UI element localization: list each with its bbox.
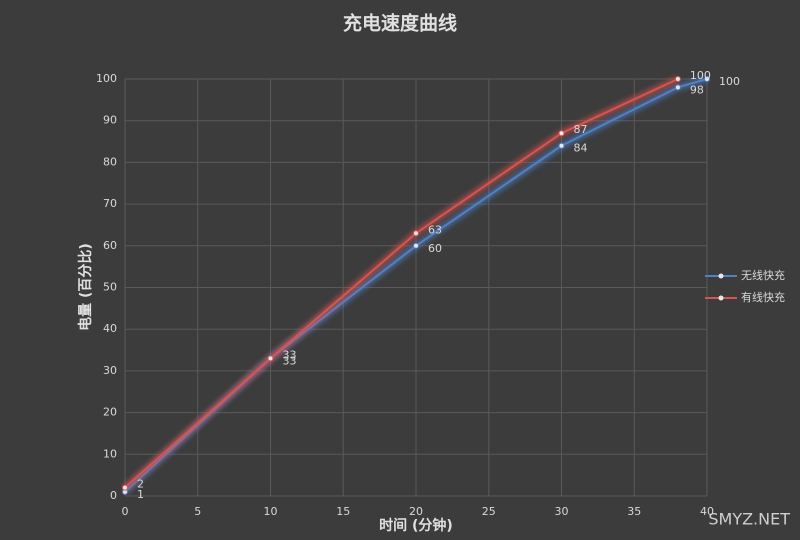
marker: [674, 76, 681, 82]
x-axis-label: 时间 (分钟): [379, 517, 453, 534]
legend-marker: [718, 295, 724, 301]
legend-label: 有线快充: [741, 290, 785, 304]
marker: [122, 484, 128, 491]
data-label: 60: [428, 242, 442, 255]
marker: [558, 142, 565, 149]
data-label: 33: [283, 354, 297, 367]
x-tick-label: 30: [555, 505, 569, 518]
y-tick-label: 20: [103, 406, 117, 419]
y-tick-label: 90: [103, 114, 117, 127]
x-tick-label: 15: [336, 505, 350, 518]
data-label: 33: [283, 348, 297, 361]
marker: [704, 76, 710, 82]
data-label: 63: [428, 223, 442, 236]
data-label: 1: [137, 488, 144, 501]
marker: [413, 242, 419, 249]
watermark: SMYZ.NET: [708, 510, 790, 529]
data-label: 2: [137, 478, 144, 491]
y-tick-label: 40: [103, 322, 117, 335]
chart-title: 充电速度曲线: [343, 12, 457, 35]
x-tick-label: 20: [409, 505, 423, 518]
y-axis-label: 电量 (百分比): [77, 243, 94, 331]
y-tick-label: 50: [103, 281, 117, 294]
marker: [558, 130, 565, 137]
y-tick-label: 30: [103, 364, 117, 377]
data-label: 100: [719, 75, 740, 88]
y-tick-label: 80: [103, 155, 117, 168]
x-tick-label: 40: [700, 505, 714, 518]
y-tick-label: 10: [103, 447, 117, 460]
x-tick-label: 5: [194, 505, 201, 518]
x-tick-label: 10: [264, 505, 278, 518]
y-tick-label: 60: [103, 239, 117, 252]
x-tick-label: 25: [482, 505, 496, 518]
marker: [413, 230, 419, 237]
y-tick-label: 0: [110, 489, 117, 502]
x-tick-label: 0: [122, 505, 129, 518]
marker: [267, 355, 274, 362]
data-label: 98: [690, 83, 704, 96]
y-tick-label: 100: [96, 72, 117, 85]
data-label: 87: [574, 123, 588, 136]
x-tick-label: 35: [627, 505, 641, 518]
legend-marker: [718, 273, 724, 279]
marker: [674, 84, 681, 91]
legend-label: 无线快充: [741, 268, 785, 282]
data-label: 84: [574, 142, 588, 155]
data-label: 100: [690, 69, 711, 82]
y-tick-label: 70: [103, 197, 117, 210]
